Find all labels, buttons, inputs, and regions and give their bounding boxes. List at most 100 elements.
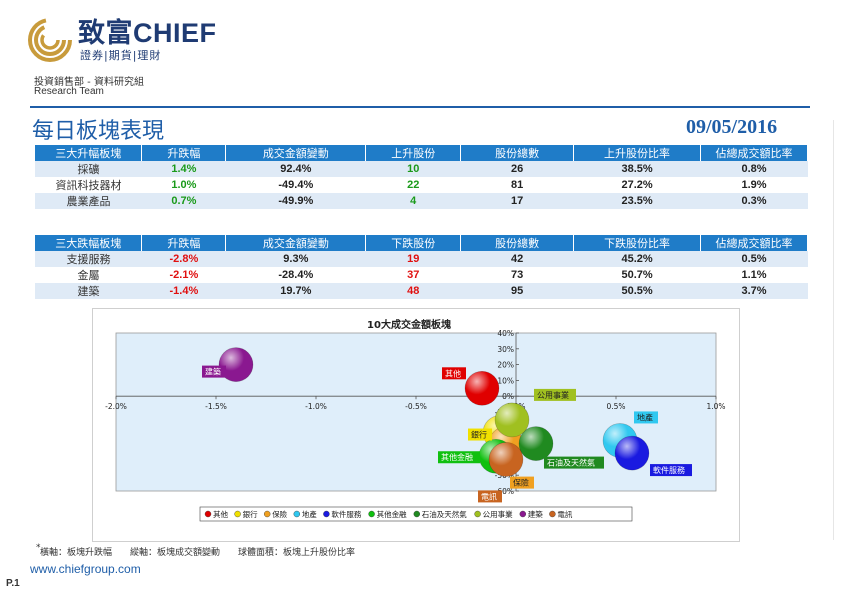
page-title: 每日板塊表現	[32, 119, 165, 144]
column-header: 成交金額變動	[225, 145, 367, 161]
legend-label: 電訊	[557, 509, 572, 519]
bubble-label: 公用事業	[537, 390, 569, 400]
change-pct: -2.1%	[141, 267, 226, 283]
top-gainers-table: 三大升幅板塊 升跌幅 成交金額變動 上升股份 股份總數 上升股份比率 佔總成交額…	[35, 145, 808, 209]
bubble-chart: 10大成交金額板塊 -2.0%-1.5%-1.0%-0.5%0.0%0.5%1.…	[105, 318, 726, 522]
bubble-label-bg	[510, 476, 534, 489]
column-header: 升跌幅	[141, 235, 227, 251]
logo-en: CHIEF	[133, 18, 217, 48]
page-number: P.1	[6, 578, 20, 589]
legend-label: 保險	[272, 509, 287, 519]
legend-label: 公用事業	[483, 509, 513, 519]
table-row: 採礦 1.4% 92.4% 10 26 38.5% 0.8%	[35, 161, 808, 177]
column-header: 股份總數	[460, 235, 575, 251]
bubble-建築	[218, 347, 254, 382]
turnover-change: -49.4%	[225, 177, 366, 193]
column-header: 三大升幅板塊	[35, 145, 143, 161]
column-header: 上升股份比率	[573, 145, 702, 161]
table-row: 支援服務 -2.8% 9.3% 19 42 45.2% 0.5%	[35, 251, 808, 267]
chart-title: 10大成交金額板塊	[367, 318, 451, 331]
y-tick-label: -60%	[495, 487, 514, 496]
turnover-change: 9.3%	[225, 251, 366, 267]
bubble-label: 其他	[445, 368, 461, 378]
legend-marker	[549, 510, 556, 518]
column-header: 佔總成交額比率	[700, 145, 808, 161]
decliners: 37	[365, 267, 461, 283]
legend-label: 銀行	[243, 509, 258, 519]
bubble-label: 石油及天然氣	[547, 458, 595, 468]
turnover-share: 0.5%	[700, 251, 808, 267]
y-tick-label: 20%	[497, 361, 514, 370]
bubble-label: 保險	[513, 478, 529, 488]
plot-area	[115, 332, 717, 492]
x-tick-label: -0.5%	[405, 402, 427, 411]
column-header: 三大跌幅板塊	[35, 235, 143, 251]
decliners: 48	[365, 283, 461, 299]
total-stocks: 73	[460, 267, 574, 283]
total-stocks: 42	[460, 251, 574, 267]
turnover-share: 0.3%	[700, 193, 808, 209]
column-header: 成交金額變動	[225, 235, 367, 251]
table-row: 金屬 -2.1% -28.4% 37 73 50.7% 1.1%	[35, 267, 808, 283]
sector-name: 農業產品	[35, 193, 142, 209]
column-header: 上升股份	[365, 145, 462, 161]
total-stocks: 17	[460, 193, 574, 209]
sector-name: 資訊科技器材	[35, 177, 142, 193]
advancers: 4	[365, 193, 461, 209]
bubble-label-bg	[468, 428, 492, 441]
change-pct: -1.4%	[141, 283, 226, 299]
change-pct: 1.0%	[141, 177, 226, 193]
footnote-star: *	[36, 543, 41, 553]
advance-ratio: 27.2%	[573, 177, 701, 193]
bubble-label: 地產	[637, 412, 653, 422]
legend-marker	[234, 510, 241, 518]
bubble-label: 電訊	[481, 491, 497, 501]
y-tick-label: 0%	[502, 392, 514, 401]
sector-name: 金屬	[35, 267, 142, 283]
total-stocks: 26	[460, 161, 574, 177]
bubble-軟件服務	[614, 435, 650, 471]
advancers: 22	[365, 177, 461, 193]
decliners: 19	[365, 251, 461, 267]
change-pct: -2.8%	[141, 251, 226, 267]
advance-ratio: 23.5%	[573, 193, 701, 209]
header-divider	[30, 106, 810, 108]
turnover-change: -28.4%	[225, 267, 366, 283]
table-row: 建築 -1.4% 19.7% 48 95 50.5% 3.7%	[35, 283, 808, 299]
column-header: 股份總數	[460, 145, 575, 161]
table-header-row: 三大升幅板塊 升跌幅 成交金額變動 上升股份 股份總數 上升股份比率 佔總成交額…	[35, 145, 808, 161]
total-stocks: 81	[460, 177, 574, 193]
decline-ratio: 45.2%	[573, 251, 701, 267]
bubble-公用事業	[494, 402, 530, 438]
table-row: 農業產品 0.7% -49.9% 4 17 23.5% 0.3%	[35, 193, 808, 209]
advancers: 10	[365, 161, 461, 177]
change-pct: 0.7%	[141, 193, 226, 209]
footnote: 橫軸：板塊升跌幅 縱軸：板塊成交額變動 球體面積：板塊上升股份比率	[40, 548, 356, 558]
x-tick-label: -2.0%	[105, 402, 127, 411]
logo-subtitle: 證券|期貨|理財	[80, 49, 162, 62]
legend-marker	[263, 510, 271, 518]
sector-name: 支援服務	[35, 251, 142, 267]
bubble-label: 其他金融	[441, 452, 473, 462]
bubble-其他	[464, 371, 500, 406]
column-header: 佔總成交額比率	[700, 235, 808, 251]
legend-label: 建築	[528, 509, 543, 519]
legend-label: 地產	[302, 509, 317, 519]
legend-label: 軟件服務	[331, 509, 361, 519]
website-link[interactable]: www.chiefgroup.com	[30, 562, 141, 576]
turnover-share: 0.8%	[700, 161, 808, 177]
logo-cn: 致富	[78, 18, 133, 48]
bubble-label-bg	[438, 451, 480, 464]
legend-marker	[519, 510, 526, 518]
bubble-label-bg	[650, 464, 692, 477]
column-header: 下跌股份比率	[573, 235, 702, 251]
change-pct: 1.4%	[141, 161, 226, 177]
advance-ratio: 38.5%	[573, 161, 701, 177]
legend-marker	[204, 510, 212, 518]
legend-marker	[474, 510, 481, 518]
decline-ratio: 50.7%	[573, 267, 701, 283]
decline-ratio: 50.5%	[573, 283, 701, 299]
legend-marker	[323, 510, 330, 518]
right-divider	[833, 120, 834, 540]
sector-name: 建築	[35, 283, 142, 299]
